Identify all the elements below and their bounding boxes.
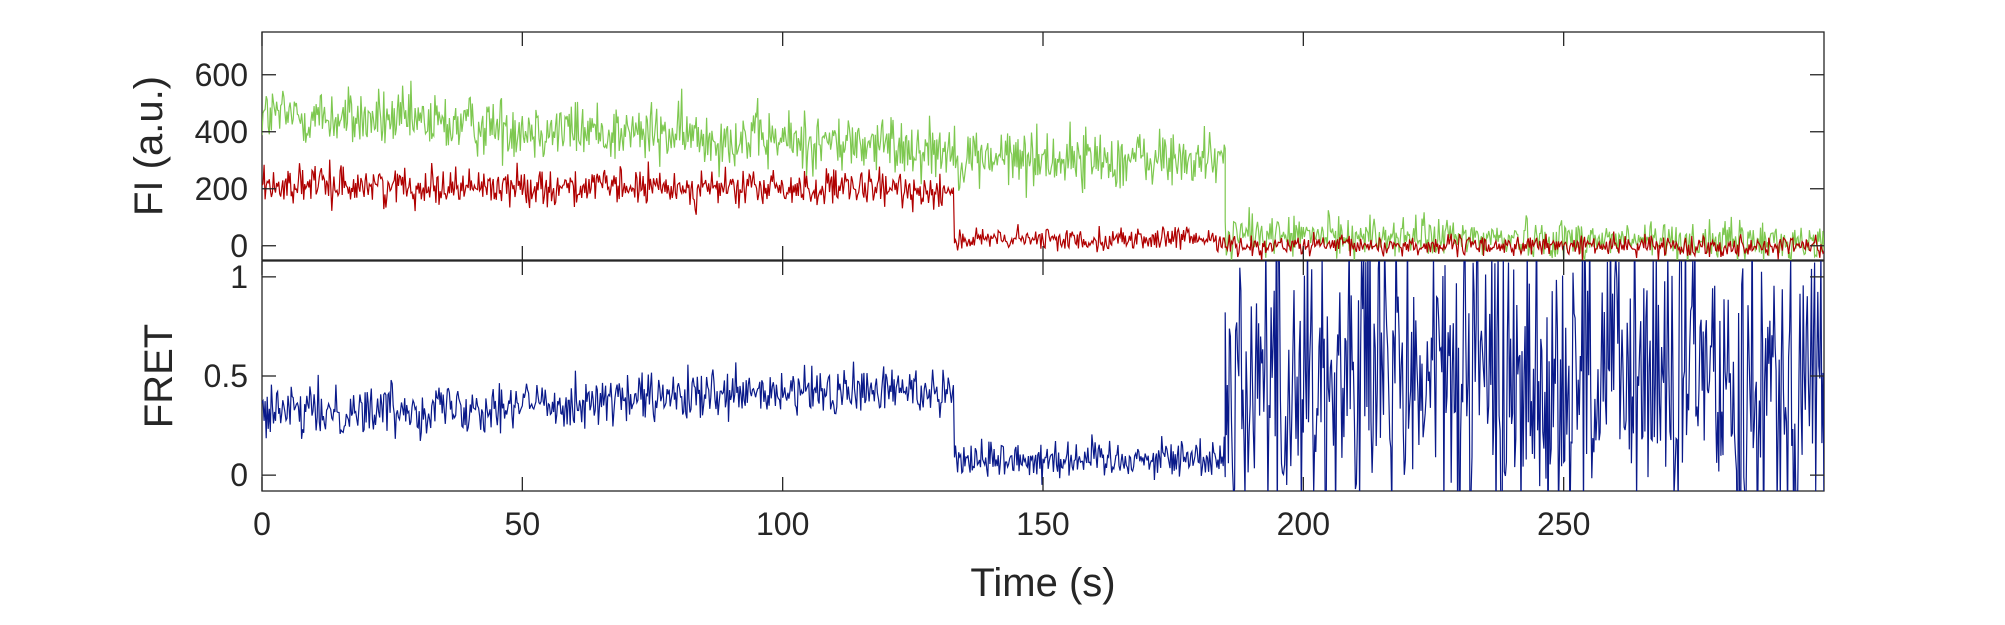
fret-y-ticks: 00.51 [204, 259, 1824, 493]
fluorescence-y-axis-label: FI (a.u.) [127, 76, 171, 216]
y-tick-label: 600 [195, 57, 248, 93]
y-tick-label: 0 [230, 228, 248, 264]
fret-traces [262, 261, 1824, 491]
x-tick-label: 200 [1277, 506, 1330, 542]
y-tick-label: 1 [230, 259, 248, 295]
x-tick-label: 250 [1537, 506, 1590, 542]
y-tick-label: 400 [195, 114, 248, 150]
fluorescence-y-ticks: 0 200 400 600 [195, 32, 1824, 264]
fret-y-axis-label: FRET [137, 324, 181, 428]
fret-trace-0 [262, 261, 1824, 491]
x-tick-label: 50 [505, 506, 541, 542]
fret-panel: 00.51 0 50 100 150 200 250 FRET Time (s) [137, 259, 1825, 605]
x-tick-label: 100 [756, 506, 809, 542]
time-x-ticks: 0 50 100 150 200 250 [253, 261, 1590, 542]
y-tick-label: 0 [230, 457, 248, 493]
y-tick-label: 0.5 [204, 358, 248, 394]
time-x-axis-label: Time (s) [970, 561, 1115, 605]
x-tick-label: 150 [1016, 506, 1069, 542]
y-tick-label: 200 [195, 171, 248, 207]
fluorescence-panel: 0 200 400 600 FI (a.u.) [127, 31, 1825, 264]
x-tick-label: 0 [253, 506, 271, 542]
fluorescence-axes-box [261, 31, 1825, 261]
